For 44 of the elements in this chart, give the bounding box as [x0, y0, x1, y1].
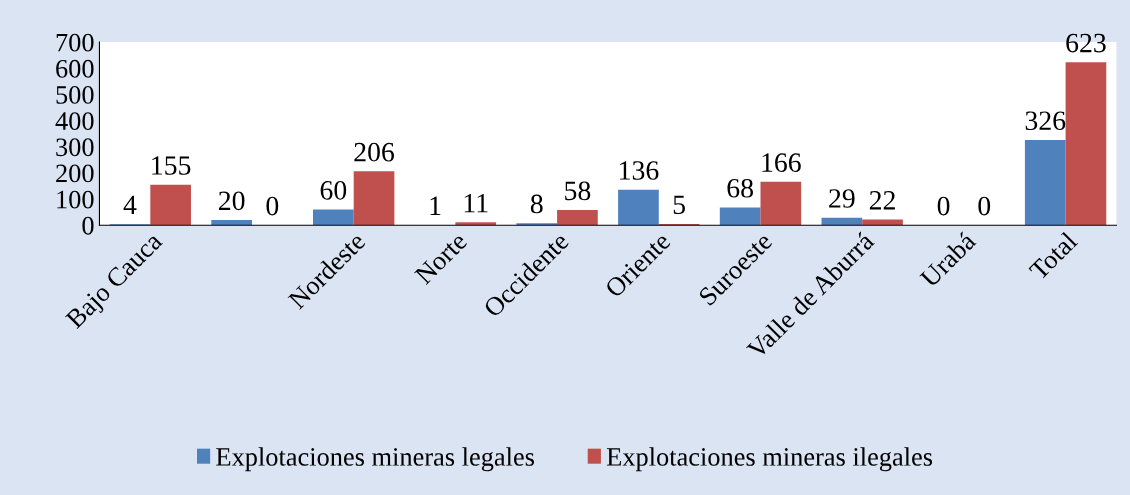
bar — [760, 181, 802, 226]
data-label: 58 — [565, 181, 591, 201]
bar — [618, 189, 659, 226]
data-label: 155 — [152, 156, 191, 175]
data-label: 8 — [530, 194, 543, 214]
y-tick-label: 700 — [56, 33, 94, 52]
data-label: 11 — [464, 193, 488, 213]
data-label: 22 — [869, 190, 895, 210]
bar — [557, 210, 598, 226]
y-tick-label: 200 — [56, 164, 94, 183]
data-label: 29 — [829, 189, 855, 208]
data-label: 623 — [1066, 33, 1106, 53]
y-tick-label: 300 — [56, 138, 94, 157]
data-label: 166 — [762, 153, 801, 172]
bar — [150, 184, 191, 226]
data-label: 20 — [218, 191, 245, 211]
bar — [821, 217, 863, 226]
data-label: 0 — [266, 196, 279, 216]
bar — [313, 209, 354, 226]
data-label: 1 — [430, 196, 441, 215]
bar — [719, 207, 761, 226]
y-tick-label: 600 — [56, 59, 94, 78]
y-tick-label: 0 — [82, 216, 94, 235]
bar — [862, 219, 903, 226]
bar — [353, 171, 395, 226]
data-label: 60 — [320, 180, 347, 200]
data-label: 206 — [354, 142, 395, 162]
bar — [211, 219, 252, 226]
data-label: 326 — [1025, 111, 1066, 131]
data-label: 68 — [727, 178, 753, 198]
bar — [1065, 62, 1107, 226]
data-label: 5 — [673, 195, 685, 215]
legend-label: Explotaciones mineras ilegales — [606, 447, 933, 472]
bar — [455, 222, 497, 226]
bar — [516, 223, 558, 226]
legend-label: Explotaciones mineras legales — [216, 447, 534, 472]
y-tick-label: 400 — [55, 112, 94, 130]
bar — [1024, 139, 1066, 226]
y-tick-label: 500 — [56, 86, 94, 104]
data-label: 4 — [123, 195, 137, 215]
data-label: 136 — [620, 161, 659, 180]
data-label: 0 — [937, 196, 950, 216]
y-tick-label: 100 — [57, 190, 94, 209]
data-label: 0 — [978, 196, 991, 216]
